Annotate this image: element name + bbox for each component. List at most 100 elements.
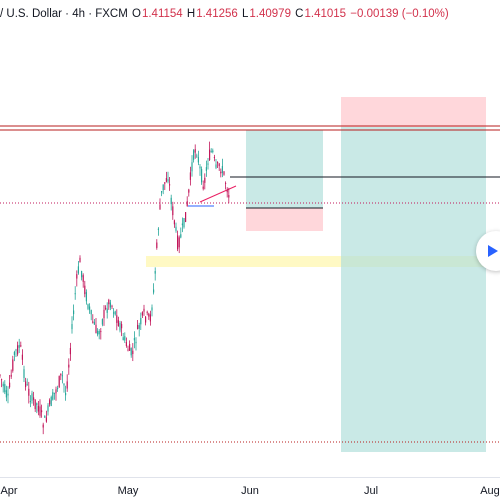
candle-body [23, 369, 25, 379]
candle-body [90, 310, 92, 315]
candle-body [93, 322, 95, 325]
candle-body [1, 379, 3, 381]
open-value: 1.41154 [141, 8, 183, 20]
candle-body [193, 150, 195, 160]
short-position-profit-zone[interactable] [341, 127, 486, 452]
candle-body [220, 171, 222, 174]
candle-body [33, 397, 35, 400]
tick-jun: Jun [241, 485, 259, 497]
candle-body [77, 266, 79, 274]
candle-body [169, 184, 171, 186]
candle-body [113, 312, 115, 314]
candle-body [162, 184, 164, 191]
candle-body [111, 305, 113, 307]
symbol-title[interactable]: / U.S. Dollar · 4h · FXCM [0, 8, 128, 20]
candle-body [156, 242, 158, 248]
tick-jul: Jul [363, 485, 379, 497]
candle-body [217, 161, 219, 164]
candle-body [137, 324, 139, 330]
symbol-legend[interactable]: / U.S. Dollar · 4h · FXCM O1.41154 H1.41… [0, 8, 450, 24]
candle-body [71, 324, 73, 330]
long-position-loss-zone[interactable] [246, 208, 323, 231]
candle-body [92, 321, 94, 323]
candle-body [129, 344, 131, 351]
candle-body [36, 403, 38, 406]
candle-body [161, 190, 163, 193]
candle-body [2, 383, 4, 387]
candle-body [188, 189, 190, 193]
candle-body [68, 364, 70, 368]
candle-body [122, 337, 124, 341]
short-position-loss-zone[interactable] [341, 97, 486, 127]
candle-body [53, 392, 55, 394]
candle-body [159, 204, 161, 210]
candle-body [210, 151, 212, 153]
time-axis[interactable]: Apr May Jun Jul Aug [0, 477, 500, 501]
candle-body [4, 384, 6, 393]
open-label: O [132, 8, 141, 20]
candle-body [15, 349, 17, 351]
high-value: 1.41256 [196, 8, 238, 20]
candle-body [66, 381, 68, 389]
candle-body [81, 271, 83, 278]
candle-body [143, 308, 145, 312]
candle-body [119, 322, 121, 331]
candle-body [223, 171, 225, 175]
candle-body [44, 415, 46, 418]
candle-body [149, 314, 151, 322]
candle-body [165, 178, 167, 182]
candle-body [124, 336, 126, 341]
candle-body [69, 347, 71, 355]
candle-body [148, 313, 150, 317]
candle-body [73, 310, 75, 315]
candle-body [84, 285, 86, 295]
candle-body [175, 226, 177, 231]
candle-body [57, 387, 59, 390]
candle-body [125, 342, 127, 346]
candle-body [140, 318, 142, 325]
candle-body [228, 195, 230, 198]
candle-body [173, 220, 175, 225]
candle-body [45, 417, 47, 422]
candle-body [50, 396, 52, 407]
candle-body [7, 393, 9, 396]
candle-body [196, 155, 198, 157]
long-position-profit-zone[interactable] [246, 130, 323, 208]
candle-body [39, 406, 41, 416]
candle-body [114, 311, 116, 315]
candle-body [41, 410, 43, 413]
tick-may: May [117, 485, 139, 497]
candle-body [212, 150, 214, 153]
candle-body [194, 149, 196, 153]
candle-body [145, 316, 147, 323]
candle-body [151, 307, 153, 311]
candle-body [105, 307, 107, 309]
candle-body [26, 384, 28, 386]
candle-body [191, 162, 193, 172]
candle-body [60, 373, 62, 376]
price-chart[interactable] [0, 0, 500, 477]
candle-body [221, 166, 223, 173]
candle-body [132, 350, 134, 355]
candle-body [49, 400, 51, 405]
candle-body [205, 167, 207, 171]
tick-apr: Apr [0, 485, 18, 497]
candle-body [21, 354, 23, 360]
candle-body [9, 382, 11, 388]
trend-line-pink[interactable] [199, 185, 237, 203]
candle-body [204, 177, 206, 183]
highlight-zone[interactable] [146, 256, 492, 267]
candle-body [116, 315, 118, 323]
candle-body [121, 324, 123, 329]
candle-body [100, 331, 102, 333]
candle-body [141, 312, 143, 316]
candle-body [197, 157, 199, 163]
candle-body [138, 325, 140, 329]
candle-body [74, 293, 76, 295]
candle-body [76, 274, 78, 279]
candle-body [180, 234, 182, 238]
candle-body [12, 359, 14, 371]
candle-body [20, 345, 22, 347]
candle-body [34, 399, 36, 410]
